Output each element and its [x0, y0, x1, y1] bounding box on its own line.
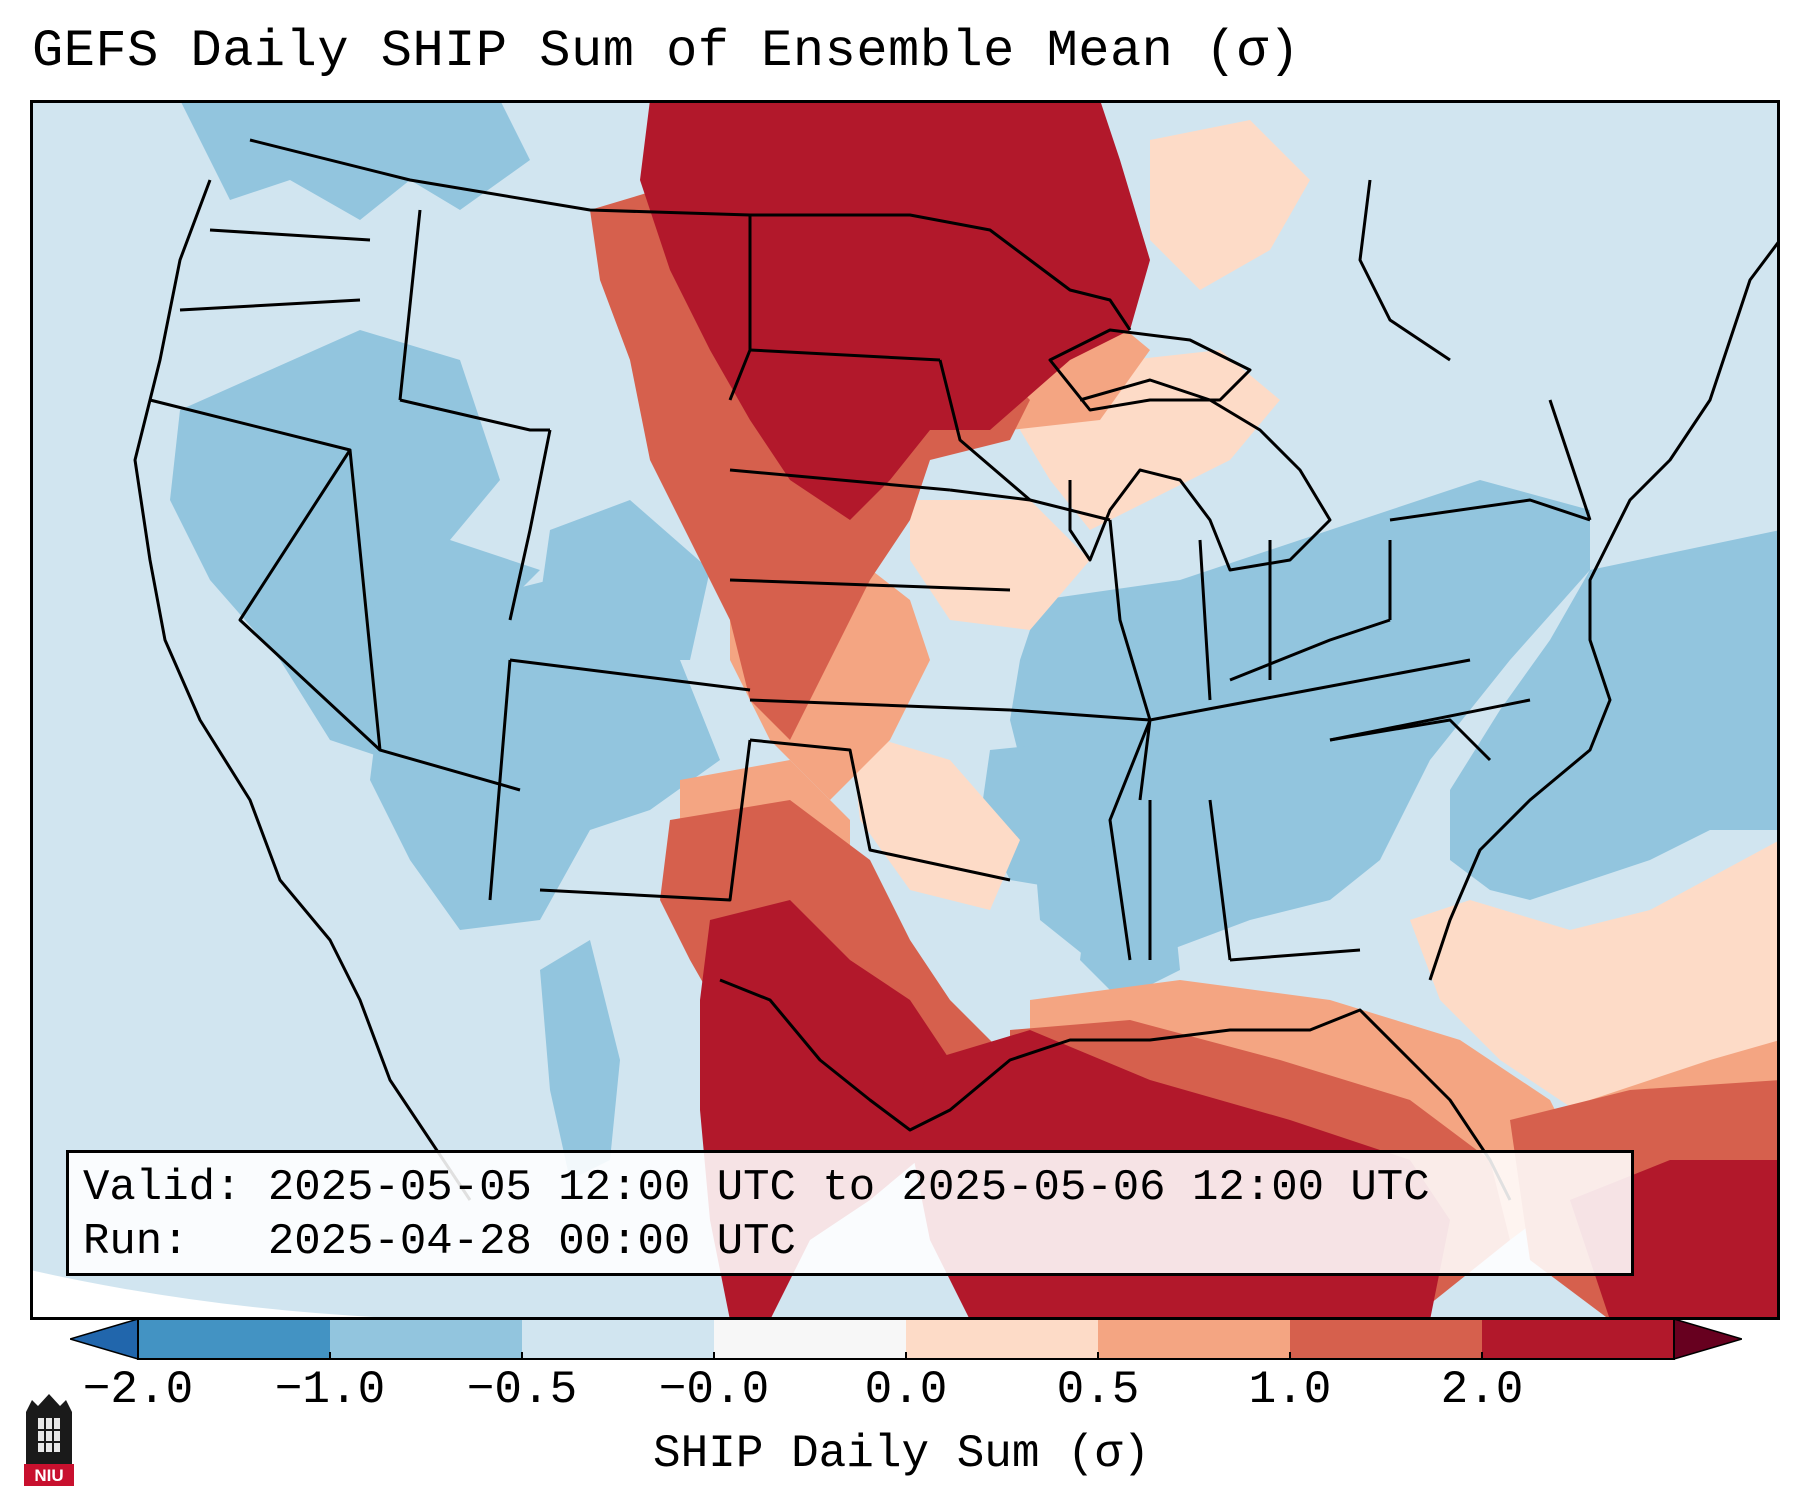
state-line-ohio-river	[1229, 618, 1391, 682]
colorbar-tick-label: 0.5	[1056, 1364, 1140, 1416]
below-normal-field	[170, 100, 1780, 1180]
colorbar-under-extension	[70, 1318, 139, 1360]
chart-title: GEFS Daily SHIP Sum of Ensemble Mean (σ)	[32, 22, 1301, 81]
state-line-pa-ny	[1389, 498, 1591, 522]
colorbar-segment	[906, 1319, 1099, 1359]
state-line-sd-ne	[729, 468, 951, 492]
state-line-co-nm	[509, 658, 751, 692]
colorbar-segment	[1290, 1319, 1483, 1359]
atlantic-blue	[1450, 530, 1780, 900]
state-line-dakotas	[749, 348, 941, 362]
pacific-coastline	[133, 179, 472, 1201]
state-line-idaho-wy	[399, 398, 550, 432]
colorbar-tick-label: −0.5	[466, 1364, 578, 1416]
lower-mississippi-blue	[1080, 870, 1180, 1000]
great-basin-blue	[260, 480, 430, 620]
state-line-ga-al	[1208, 799, 1232, 961]
state-line-ok-tx	[749, 738, 1011, 882]
colorbar-tick-label: −2.0	[82, 1364, 194, 1416]
pacific-northwest-blue	[180, 100, 530, 220]
great-lakes-outline	[1068, 378, 1332, 572]
run-info-box: Valid: 2025-05-05 12:00 UTC to 2025-05-0…	[66, 1150, 1634, 1276]
state-line-or-id	[179, 298, 361, 312]
state-line-ga-fl	[1229, 948, 1361, 962]
southeast-blue	[1010, 480, 1590, 960]
state-line-nv-ut	[348, 449, 521, 792]
colorbar-segment	[714, 1319, 907, 1359]
lake-superior-outline	[1048, 328, 1252, 412]
niu-tower-window	[38, 1418, 60, 1452]
colorbar-segment	[330, 1319, 523, 1359]
niu-badge	[24, 1464, 74, 1486]
state-line-mn-wi	[938, 359, 1031, 502]
state-line-il-in	[1198, 539, 1212, 701]
colorbar-label: SHIP Daily Sum (σ)	[653, 1428, 1150, 1480]
colorbar	[70, 1318, 1742, 1360]
state-line-ia-mo	[949, 488, 1111, 522]
state-line-montana-north	[398, 209, 422, 401]
niu-badge-text: NIU	[34, 1466, 63, 1485]
niu-logo: NIU	[24, 1394, 74, 1486]
run-time-text: Run: 2025-04-28 00:00 UTC	[83, 1217, 796, 1267]
upper-midwest-pink	[910, 500, 1090, 630]
gulf-coastline	[719, 978, 1512, 1201]
four-corners-blue	[370, 580, 720, 930]
colorbar-tick-label: −1.0	[274, 1364, 386, 1416]
oklahoma-pink	[850, 730, 1020, 910]
us-canada-border	[249, 138, 1132, 331]
state-line-hudson-bay	[1358, 179, 1451, 362]
state-line-va-nc	[1329, 698, 1531, 742]
state-line-nm-tx	[539, 739, 752, 902]
atlantic-coastline	[1428, 239, 1780, 981]
state-line-ca-nv	[149, 398, 382, 752]
colorbar-segment	[138, 1319, 331, 1359]
state-line-az-nm	[488, 659, 512, 901]
state-line-ks-ok	[749, 698, 1011, 712]
colorado-blue	[540, 500, 710, 660]
colorbar-over-extension	[1673, 1318, 1742, 1360]
colorbar-tick-label: 2.0	[1440, 1364, 1524, 1416]
colorbar-segment	[522, 1319, 715, 1359]
valid-time-text: Valid: 2025-05-05 12:00 UTC to 2025-05-0…	[83, 1163, 1430, 1213]
state-line-new-england	[1548, 399, 1592, 521]
colorbar-tick-label: 1.0	[1248, 1364, 1332, 1416]
baja-blue	[540, 940, 620, 1180]
state-line-wy-co	[508, 429, 552, 621]
quebec-pink	[1150, 120, 1310, 290]
colorbar-tick-label: 0.0	[864, 1364, 948, 1416]
colorbar-segment	[1098, 1319, 1291, 1359]
slight-above-field	[850, 120, 1780, 1120]
map-panel	[30, 100, 1780, 1320]
colorbar-segment	[1482, 1319, 1675, 1359]
projection-edge	[30, 1270, 450, 1320]
political-boundaries	[133, 138, 1780, 1201]
state-line-wa-or	[209, 228, 371, 242]
state-line-tn-ky	[1149, 658, 1471, 722]
florida-pink	[1410, 840, 1780, 1120]
niu-tower-grid	[38, 1418, 60, 1452]
colorbar-tick-label: −0.0	[658, 1364, 770, 1416]
state-line-ne-ks	[729, 578, 1011, 592]
northern-plains-max	[640, 100, 1150, 520]
